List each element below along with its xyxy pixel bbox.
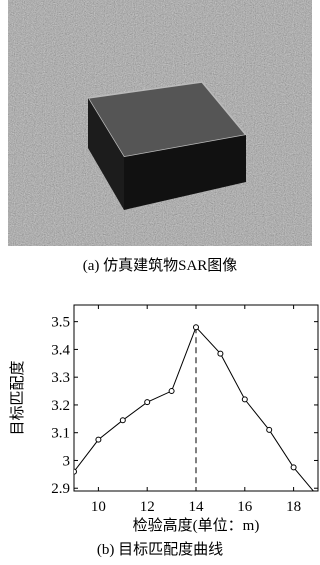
x-tick-label: 16 — [237, 499, 253, 515]
sar-image — [8, 0, 312, 246]
x-tick-label: 10 — [91, 499, 106, 515]
chart-caption: (b) 目标匹配度曲线 — [97, 541, 223, 558]
y-tick-label: 3 — [63, 453, 71, 469]
x-axis-label: 检验高度(单位：m) — [133, 517, 260, 534]
data-point — [242, 397, 247, 402]
y-tick-label: 3.5 — [51, 315, 70, 331]
data-point — [120, 418, 125, 423]
y-axis-label: 目标匹配度 — [9, 360, 26, 435]
data-point — [194, 325, 199, 330]
data-point — [291, 465, 296, 470]
data-point — [218, 351, 223, 356]
y-tick-label: 3.1 — [51, 426, 70, 442]
y-tick-label: 3.3 — [51, 370, 70, 386]
y-tick-label: 3.4 — [51, 342, 70, 358]
figure: (a) 仿真建筑物SAR图像 目标匹配度 检验高度(单位：m) (b) 目标匹配… — [0, 0, 320, 560]
data-point — [72, 469, 77, 474]
data-point — [267, 427, 272, 432]
plot-area — [72, 325, 320, 499]
data-point — [169, 389, 174, 394]
image-caption: (a) 仿真建筑物SAR图像 — [83, 256, 238, 274]
x-tick-label: 14 — [189, 499, 205, 515]
data-point — [96, 437, 101, 442]
x-tick-label: 18 — [286, 499, 301, 515]
y-tick-label: 2.9 — [51, 481, 70, 497]
data-point — [316, 494, 320, 499]
data-point — [145, 400, 150, 405]
x-tick-label: 12 — [140, 499, 155, 515]
y-tick-label: 3.2 — [51, 398, 70, 414]
